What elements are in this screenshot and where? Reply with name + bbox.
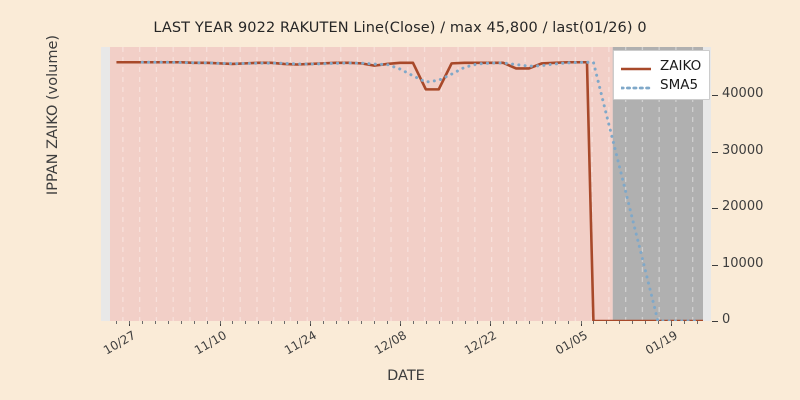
x-tick-mark-minor <box>541 321 543 324</box>
x-tick-mark-minor <box>412 321 414 324</box>
legend-label-zaiko: ZAIKO <box>660 57 702 74</box>
x-tick-mark-minor <box>464 321 466 324</box>
x-tick-mark-minor <box>516 321 518 324</box>
x-tick-mark-minor <box>644 321 646 324</box>
x-tick-label: 11/24 <box>281 328 319 358</box>
x-tick-mark-minor <box>374 321 376 324</box>
chart-title: LAST YEAR 9022 RAKUTEN Line(Close) / max… <box>153 20 647 36</box>
x-tick-mark-minor <box>116 321 118 324</box>
x-tick-mark-minor <box>528 321 530 324</box>
x-tick-mark-minor <box>258 321 260 324</box>
y-tick-label: 10000 <box>722 255 764 271</box>
x-tick-mark-minor <box>219 321 221 324</box>
data-series-layer <box>116 60 703 321</box>
x-tick-label: 01/05 <box>552 328 590 358</box>
x-tick-mark-minor <box>193 321 195 324</box>
x-tick-mark-minor <box>245 321 247 324</box>
x-tick-mark-minor <box>271 321 273 324</box>
x-tick-mark-minor <box>606 321 608 324</box>
x-tick-label: 12/22 <box>462 328 500 358</box>
past-region-background <box>110 47 613 321</box>
x-tick-mark-minor <box>632 321 634 324</box>
y-axis-label: IPPAN ZAIKO (volume) <box>45 34 61 196</box>
x-tick-label: 12/08 <box>372 328 410 358</box>
x-tick-mark-minor <box>683 321 685 324</box>
x-tick-mark-minor <box>309 321 311 324</box>
x-tick-mark-minor <box>335 321 337 324</box>
x-tick-mark-minor <box>400 321 402 324</box>
x-tick-mark-minor <box>180 321 182 324</box>
y-tick-mark <box>712 208 718 209</box>
x-tick-mark-minor <box>580 321 582 324</box>
chart-legend: ZAIKO SMA5 <box>613 50 711 100</box>
x-tick-mark-minor <box>129 321 131 324</box>
x-tick-mark-minor <box>142 321 144 324</box>
x-tick-mark-minor <box>490 321 492 324</box>
plot-background-layer <box>110 47 703 321</box>
x-tick-mark-minor <box>670 321 672 324</box>
x-tick-mark-minor <box>284 321 286 324</box>
legend-item-zaiko: ZAIKO <box>621 56 701 75</box>
x-tick-label: 10/27 <box>101 328 139 358</box>
y-tick-mark <box>712 95 718 97</box>
legend-item-sma5: SMA5 <box>619 75 701 94</box>
x-tick-mark-minor <box>696 321 698 324</box>
x-tick-mark-minor <box>477 321 479 324</box>
x-tick-mark-minor <box>206 321 208 324</box>
plot-svg <box>110 47 703 321</box>
y-tick-mark <box>712 321 718 322</box>
x-tick-mark-minor <box>232 321 234 324</box>
x-tick-mark-minor <box>554 321 556 324</box>
x-tick-label: 11/10 <box>191 328 229 358</box>
x-axis-label: DATE <box>387 368 425 384</box>
x-tick-mark-minor <box>168 321 169 324</box>
x-tick-mark-minor <box>361 321 363 324</box>
x-tick-mark-minor <box>619 321 621 324</box>
x-tick-mark-minor <box>296 321 298 324</box>
x-tick-mark-minor <box>567 321 569 324</box>
series-line-sma5 <box>140 60 699 321</box>
x-tick-mark-minor <box>387 321 389 324</box>
x-tick-mark-minor <box>425 321 427 324</box>
x-tick-mark-minor <box>503 321 505 324</box>
legend-swatch-sma5 <box>619 79 653 91</box>
y-tick-mark <box>712 264 718 266</box>
x-tick-mark-minor <box>657 321 659 324</box>
y-tick-mark <box>712 151 718 153</box>
y-tick-label: 0 <box>722 312 731 327</box>
plot-area <box>101 47 711 321</box>
x-tick-mark-minor <box>451 321 453 324</box>
x-tick-mark-minor <box>593 321 595 324</box>
x-tick-mark-minor <box>438 321 440 324</box>
legend-label-sma5: SMA5 <box>660 76 699 93</box>
x-tick-mark-minor <box>322 321 324 324</box>
x-tick-mark-minor <box>155 321 157 324</box>
y-tick-label: 20000 <box>722 199 764 214</box>
legend-swatch-zaiko <box>621 60 651 72</box>
x-tick-label: 01/19 <box>642 328 680 358</box>
y-tick-label: 40000 <box>722 86 764 102</box>
x-tick-mark-minor <box>348 321 350 324</box>
y-tick-label: 30000 <box>722 142 764 158</box>
